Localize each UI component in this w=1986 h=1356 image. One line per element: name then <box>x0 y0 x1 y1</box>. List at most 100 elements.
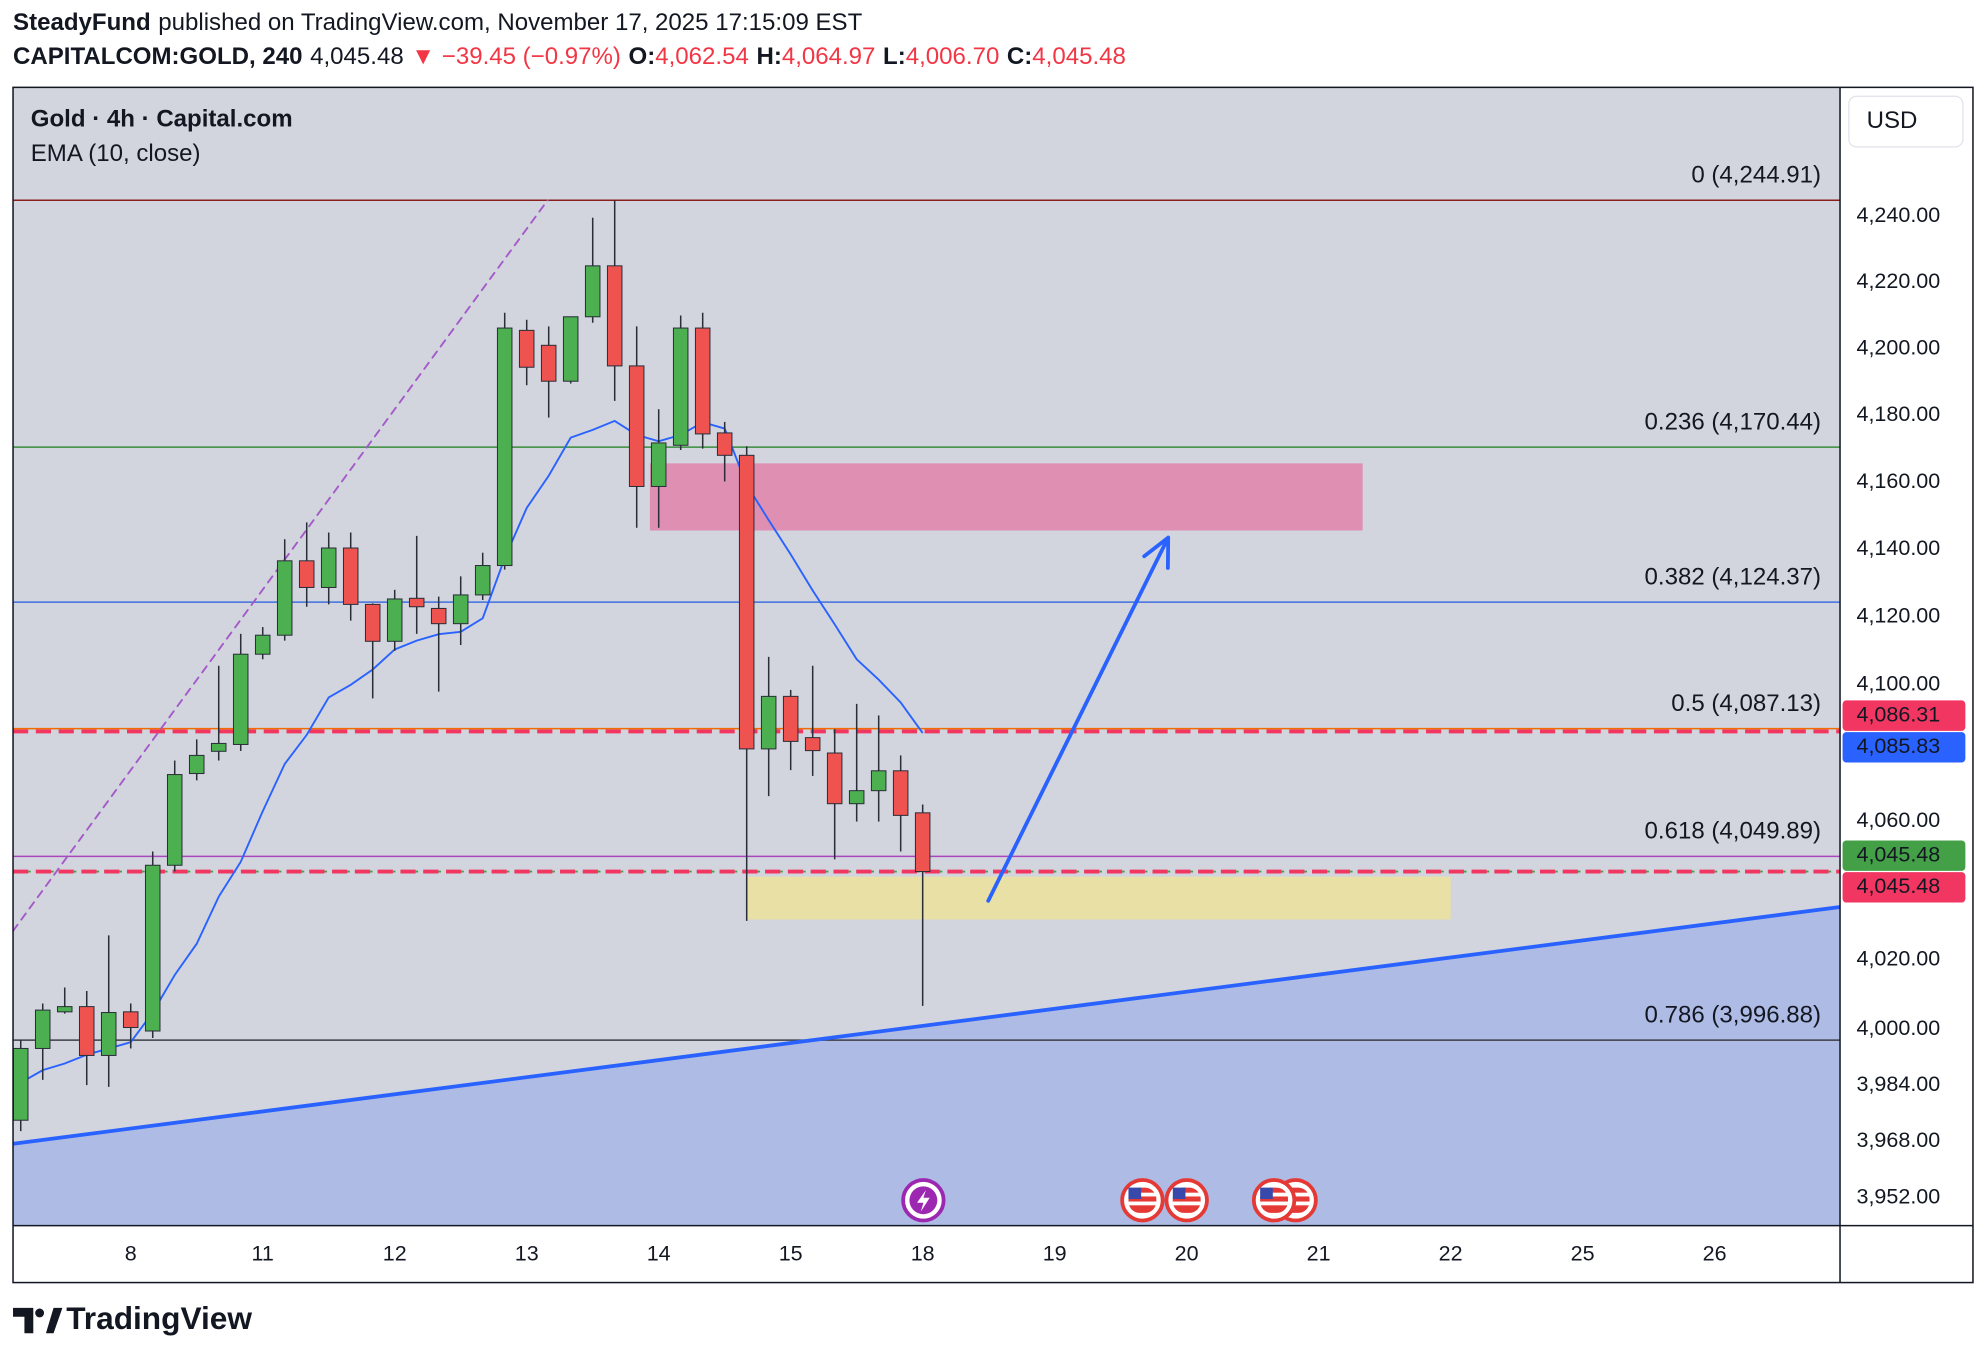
candle-body <box>606 265 623 367</box>
y-tick-label: 3,968.00 <box>1856 1128 1940 1152</box>
x-tick-label: 22 <box>1439 1241 1463 1265</box>
header-part: L: <box>883 44 906 71</box>
zone <box>747 876 1451 920</box>
candle-body <box>254 634 271 655</box>
quote-line: CAPITALCOM:GOLD, 240 4,045.48 ▼ −39.45 (−0… <box>13 44 1126 71</box>
x-tick-label: 21 <box>1307 1241 1331 1265</box>
header-part: 4,064.97 <box>782 44 876 71</box>
fib-label: 0 (4,244.91) <box>1691 162 1821 189</box>
candle-body <box>232 653 249 745</box>
candle-body <box>826 752 843 805</box>
x-tick-label: 20 <box>1175 1241 1199 1265</box>
candle-body <box>430 607 447 625</box>
header-part: O: <box>629 44 656 71</box>
flag-icon[interactable] <box>1251 1178 1297 1223</box>
candle-body <box>320 547 337 588</box>
legend-title: Gold · 4h · Capital.com <box>31 106 293 133</box>
x-tick-label: 12 <box>383 1241 407 1265</box>
fib-label: 0.236 (4,170.44) <box>1645 408 1821 435</box>
candle-body <box>738 454 755 750</box>
price-tag <box>1842 732 1966 763</box>
brand-logo <box>13 1307 63 1334</box>
y-tick-label: 4,120.00 <box>1856 604 1940 628</box>
candle-body <box>892 770 909 816</box>
candle-body <box>144 864 161 1032</box>
candle-body <box>56 1006 73 1013</box>
x-tick-label: 14 <box>647 1241 671 1265</box>
candle-body <box>782 695 799 742</box>
x-tick-label: 13 <box>515 1241 539 1265</box>
y-tick-label: 4,000.00 <box>1856 1016 1940 1040</box>
candle-body <box>584 265 601 318</box>
price-tag <box>1842 700 1966 731</box>
candle-body <box>78 1006 95 1056</box>
x-tick-label: 25 <box>1571 1241 1595 1265</box>
candle-body <box>100 1012 117 1056</box>
legend-ema: EMA (10, close) <box>31 140 201 167</box>
price-tag <box>1842 872 1966 903</box>
trend-line <box>13 905 1841 1146</box>
candle-body <box>386 598 403 642</box>
candle-body <box>496 327 513 567</box>
price-tag-label: 4,045.48 <box>1856 842 1940 866</box>
axes: 4,240.00 4,220.00 4,200.00 4,180.00 4,160.00… <box>125 203 1966 1265</box>
currency-label[interactable]: USD <box>1867 107 1918 134</box>
flag-icon[interactable] <box>1120 1178 1165 1223</box>
y-tick-label: 4,060.00 <box>1856 808 1940 832</box>
header-part: SteadyFund <box>13 9 151 36</box>
candle-body <box>13 1047 29 1121</box>
candle-body <box>474 565 491 596</box>
flag-icon[interactable] <box>1164 1178 1209 1223</box>
header-part: ▼ −39.45 (−0.97%) <box>411 44 621 71</box>
candle-body <box>452 594 469 625</box>
price-tag-label: 4,086.31 <box>1856 702 1940 726</box>
candle-body <box>804 737 821 752</box>
header-part: 4,045.48 <box>310 44 404 71</box>
lightning <box>917 1190 930 1212</box>
candle-body <box>276 560 293 636</box>
fib-label: 0.786 (3,996.88) <box>1645 1001 1821 1028</box>
trend-fill <box>13 907 1841 1226</box>
fib-label: 0.5 (4,087.13) <box>1671 690 1821 717</box>
header-part: CAPITALCOM:GOLD, 240 <box>13 44 302 71</box>
candle-body <box>166 774 183 866</box>
currency-button[interactable] <box>1848 95 1964 148</box>
candle-body <box>122 1011 139 1029</box>
price-tag <box>1842 840 1966 871</box>
y-tick-label: 4,020.00 <box>1856 946 1940 970</box>
y-tick-label: 4,240.00 <box>1856 203 1940 227</box>
fib-label: 0.618 (4,049.89) <box>1645 818 1821 845</box>
candle-body <box>518 329 535 368</box>
candle-body <box>870 770 887 792</box>
x-tick-label: 26 <box>1703 1241 1727 1265</box>
candle-body <box>628 365 645 487</box>
candle-body <box>34 1009 51 1049</box>
x-tick-label: 18 <box>911 1241 935 1265</box>
arrow <box>986 535 1171 903</box>
header-part: 4,045.48 <box>1032 44 1126 71</box>
y-tick-label: 4,220.00 <box>1856 269 1940 293</box>
x-tick-label: 11 <box>252 1241 274 1265</box>
y-tick-label: 4,200.00 <box>1856 335 1940 359</box>
y-tick-label: 3,984.00 <box>1856 1072 1940 1096</box>
header-part: C: <box>1007 44 1032 71</box>
header-part: 4,006.70 <box>906 44 1000 71</box>
y-tick-label: 3,952.00 <box>1856 1184 1940 1208</box>
event-icons <box>901 1178 1318 1223</box>
y-tick-label: 4,180.00 <box>1856 402 1940 426</box>
brand-name: TradingView <box>66 1300 252 1336</box>
header-part: 4,062.54 <box>655 44 749 71</box>
candle-body <box>650 442 667 487</box>
candle-body <box>298 560 315 588</box>
header-part: published on TradingView.com, November 1… <box>158 9 862 36</box>
candle-body <box>760 695 777 750</box>
candle-body <box>672 327 689 446</box>
y-tick-label: 4,100.00 <box>1856 671 1940 695</box>
publish-line: SteadyFund published on TradingView.com, … <box>13 9 863 36</box>
x-tick-label: 19 <box>1043 1241 1067 1265</box>
price-tag-label: 4,045.48 <box>1856 874 1940 898</box>
candle-body <box>562 316 579 382</box>
candle-body <box>364 603 381 642</box>
fib-label: 0.382 (4,124.37) <box>1645 563 1821 590</box>
